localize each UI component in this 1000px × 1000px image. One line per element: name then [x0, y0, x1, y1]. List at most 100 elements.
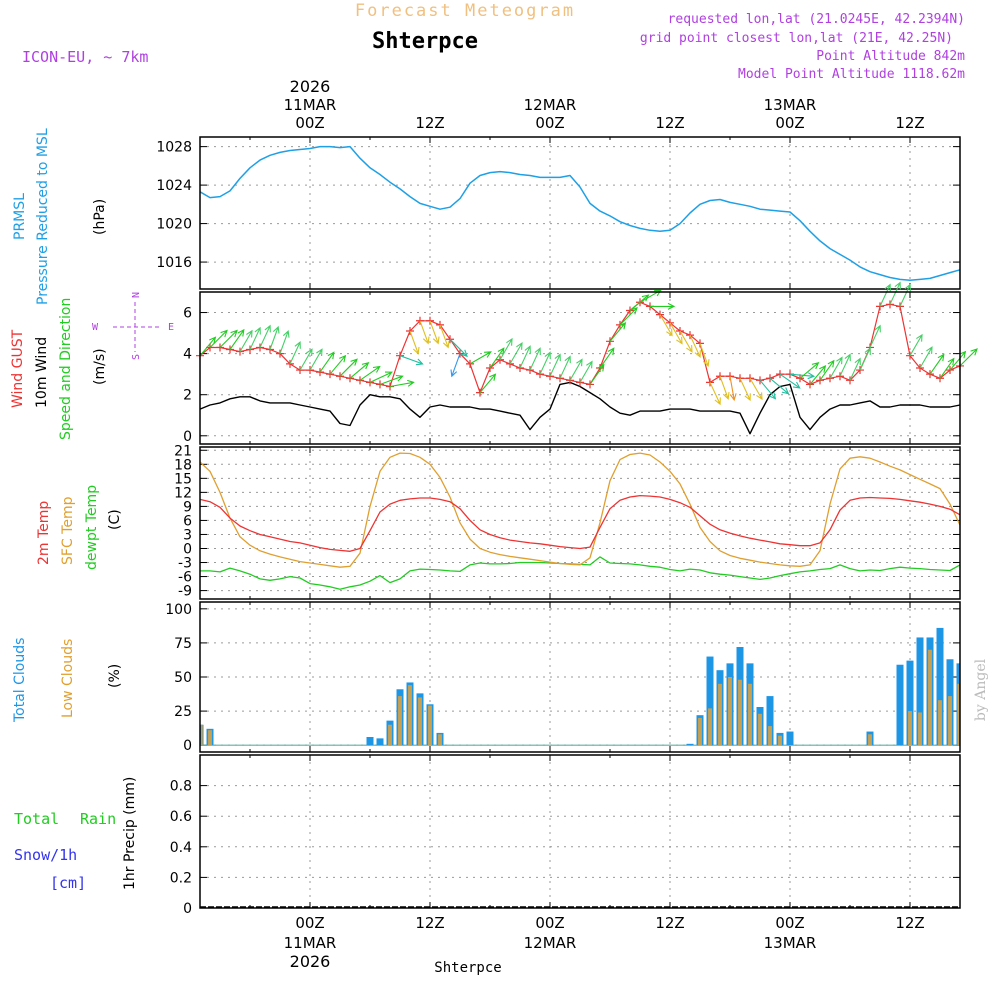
low-cloud-bar — [718, 683, 722, 746]
low-cloud-bar — [428, 705, 432, 746]
wind-frame — [199, 291, 961, 445]
wind-gust-point — [546, 372, 554, 381]
wind-direction-arrow — [349, 362, 370, 379]
wind-direction-arrow — [309, 348, 323, 371]
low-cloud-bar — [728, 677, 732, 746]
temp-tick-label: 12 — [174, 485, 192, 501]
wind-gust-point — [416, 316, 424, 325]
wind-direction-arrow — [759, 379, 777, 400]
wind-direction-arrow — [859, 347, 871, 371]
wind-direction-arrow — [869, 324, 881, 348]
low-cloud-bar — [388, 724, 392, 746]
wind-gust-label: Wind GUST — [10, 329, 26, 408]
temp-2m-label: 2m Temp — [36, 501, 52, 565]
wind-gust-point — [226, 345, 234, 354]
wind-gust-point — [846, 376, 854, 385]
top-time-label: 12Z — [895, 114, 924, 132]
total-cloud-bar — [376, 738, 384, 746]
footer-location: Shterpce — [434, 960, 501, 976]
celsius-unit-label: (C) — [107, 509, 123, 530]
wind-direction-arrow — [439, 324, 450, 349]
requested-coords: requested lon,lat (21.0245E, 42.2394N) — [668, 12, 965, 27]
model-label: ICON-EU, ~ 7km — [22, 48, 148, 66]
precip-tick-label: 0 — [183, 901, 192, 917]
point-altitude: Point Altitude 842m — [816, 49, 965, 64]
top-time-label: 00Z — [775, 114, 804, 132]
chart-title: Forecast Meteogram — [355, 1, 575, 21]
wind-direction-arrow — [219, 329, 238, 348]
temp-tick-label: 18 — [174, 457, 192, 473]
location-title: Shterpce — [372, 29, 478, 54]
wind-direction-arrow — [339, 358, 358, 377]
rain-label: Rain — [80, 810, 116, 828]
wind-direction-arrow — [650, 302, 676, 310]
total-clouds-label: Total Clouds — [12, 638, 28, 723]
temp-tick-label: -3 — [178, 556, 192, 572]
total-cloud-bar — [906, 660, 914, 746]
wind-direction-arrow — [939, 357, 955, 379]
wind-gust-point — [356, 376, 364, 385]
low-cloud-bar — [768, 726, 772, 746]
wind-direction-arrow — [449, 338, 468, 358]
low-cloud-bar — [708, 708, 712, 746]
compass-south: S — [131, 354, 142, 360]
wind-direction-arrow — [319, 351, 335, 373]
temp-frame — [199, 446, 961, 600]
precip-tick-label: 0.4 — [170, 840, 192, 856]
wind-labels: Wind GUST 10m Wind Speed and Direction (… — [10, 292, 174, 440]
low-cloud-bar — [938, 700, 942, 746]
temp-labels: 2m Temp SFC Temp dewpt Temp (C) — [36, 485, 123, 570]
wind-direction-arrow — [749, 378, 763, 401]
wind-direction-arrow — [259, 324, 271, 348]
temp-tick-label: -6 — [178, 570, 192, 586]
bottom-time-label: 00Z — [775, 914, 804, 932]
low-cloud-bar — [868, 734, 872, 746]
wind-tick-label: 6 — [183, 306, 192, 322]
bottom-time-label: 12Z — [895, 914, 924, 932]
clouds-tick-label: 0 — [183, 738, 192, 754]
clouds-tick-label: 50 — [174, 670, 192, 686]
wind-direction-arrow — [959, 348, 978, 367]
total-label: Total — [14, 810, 59, 828]
wind-speed-dir-label: Speed and Direction — [58, 298, 74, 440]
wind-direction-arrow — [729, 376, 737, 402]
hpa-unit-label: (hPa) — [92, 199, 108, 235]
top-year-label: 2026 — [290, 77, 331, 96]
snow-unit-label: [cm] — [50, 874, 86, 892]
temp-tick-label: 3 — [183, 527, 192, 543]
snow-label: Snow/1h — [14, 846, 77, 864]
low-cloud-bar — [758, 713, 762, 746]
clouds-tick-label: 100 — [165, 602, 192, 618]
dewpt-temp-label: dewpt Temp — [84, 485, 100, 570]
wind-gust-point — [336, 372, 344, 381]
wind-direction-arrow — [909, 333, 923, 356]
wind-gust-point — [426, 316, 434, 325]
wind-direction-arrow — [289, 340, 301, 365]
top-date-label: 13MAR — [764, 96, 817, 114]
wind-direction-arrow — [379, 374, 404, 385]
wind-gust-point — [836, 372, 844, 381]
pressure-tick-label: 1016 — [156, 255, 192, 271]
wind-10m-label: 10m Wind — [34, 337, 50, 408]
wind-gust-point — [396, 351, 404, 360]
wind-direction-arrow — [809, 365, 827, 385]
top-time-label: 12Z — [655, 114, 684, 132]
wind-direction-arrow — [599, 347, 615, 369]
temp-tick-label: 6 — [183, 513, 192, 529]
wind-direction-arrow — [199, 336, 217, 357]
wind-tick-label: 2 — [183, 388, 192, 404]
wind-tick-label: 0 — [183, 429, 192, 445]
top-date-label: 11MAR — [284, 96, 337, 114]
wind-direction-arrow — [429, 320, 440, 345]
pressure-line — [199, 145, 961, 282]
wind-direction-arrow — [819, 359, 835, 381]
clouds-frame — [199, 601, 961, 753]
wind-gust-point — [766, 374, 774, 383]
total-cloud-bar — [766, 696, 774, 746]
wind-direction-arrow — [299, 348, 313, 371]
low-cloud-bar — [948, 696, 952, 746]
low-cloud-bar — [928, 649, 932, 746]
percent-unit-label: (%) — [107, 664, 123, 688]
wind-direction-arrow — [919, 346, 933, 369]
